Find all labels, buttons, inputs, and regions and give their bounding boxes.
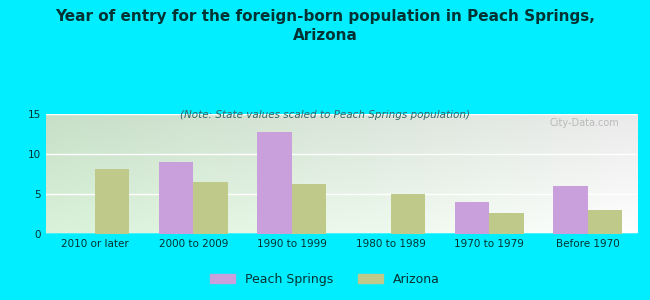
Bar: [391, 194, 425, 234]
Text: Year of entry for the foreign-born population in Peach Springs,
Arizona: Year of entry for the foreign-born popul…: [55, 9, 595, 43]
Text: City-Data.com: City-Data.com: [549, 118, 619, 128]
Legend: Peach Springs, Arizona: Peach Springs, Arizona: [205, 268, 445, 291]
Bar: [292, 184, 326, 234]
Bar: [95, 169, 129, 234]
Bar: [257, 132, 292, 234]
Bar: [454, 202, 489, 234]
Bar: [588, 210, 622, 234]
Bar: [489, 213, 524, 234]
Text: (Note: State values scaled to Peach Springs population): (Note: State values scaled to Peach Spri…: [180, 110, 470, 119]
Bar: [194, 182, 228, 234]
Bar: [159, 162, 194, 234]
Bar: [553, 186, 588, 234]
